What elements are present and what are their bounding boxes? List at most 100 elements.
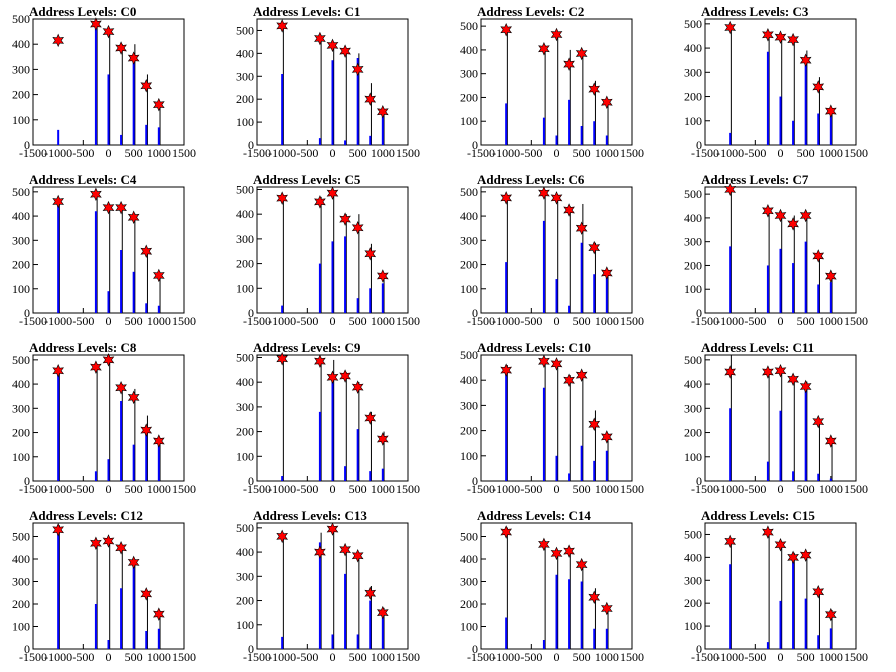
y-tick-label: 0 xyxy=(24,642,30,656)
x-tick-label: -500 xyxy=(296,146,318,160)
panel-title: Address Levels: C8 xyxy=(29,340,137,355)
x-tick-label: -1500 xyxy=(691,314,719,328)
panel-title: Address Levels: C2 xyxy=(477,4,584,19)
x-tick-label: 1500 xyxy=(844,314,868,328)
x-tick-label: -1500 xyxy=(467,482,495,496)
y-tick-label: 100 xyxy=(684,450,702,464)
panel-title: Address Levels: C12 xyxy=(29,508,143,523)
x-tick-label: 1000 xyxy=(147,146,171,160)
x-tick-label: 1000 xyxy=(371,146,395,160)
panel-3: Address Levels: C30100200300400500-1500-… xyxy=(684,4,868,160)
panel-8: Address Levels: C80100200300400500-1500-… xyxy=(12,340,196,496)
y-tick-label: 300 xyxy=(460,575,478,589)
y-tick-label: 0 xyxy=(472,642,478,656)
x-tick-label: 500 xyxy=(573,314,591,328)
y-tick-label: 100 xyxy=(12,113,30,127)
y-tick-label: 500 xyxy=(684,187,702,201)
star-marker xyxy=(762,365,774,379)
y-tick-label: 200 xyxy=(460,597,478,611)
star-marker xyxy=(787,217,799,231)
y-tick-label: 400 xyxy=(460,373,478,387)
y-tick-label: 200 xyxy=(236,92,254,106)
x-tick-label: 1000 xyxy=(371,650,395,664)
y-tick-label: 400 xyxy=(236,207,254,221)
y-tick-label: 200 xyxy=(12,88,30,102)
y-tick-label: 500 xyxy=(684,17,702,31)
x-tick-label: 500 xyxy=(797,314,815,328)
y-tick-label: 500 xyxy=(236,521,254,535)
panel-title: Address Levels: C15 xyxy=(701,508,815,523)
y-tick-label: 200 xyxy=(236,257,254,271)
star-marker xyxy=(90,17,102,31)
y-tick-label: 200 xyxy=(236,425,254,439)
panel-title: Address Levels: C1 xyxy=(253,4,360,19)
star-marker xyxy=(326,186,339,200)
star-marker xyxy=(588,417,601,432)
x-tick-label: 500 xyxy=(125,482,143,496)
star-marker xyxy=(152,607,165,621)
x-tick-label: 1500 xyxy=(396,650,420,664)
x-tick-label: -1500 xyxy=(243,146,271,160)
x-tick-label: 0 xyxy=(554,482,560,496)
y-tick-label: 200 xyxy=(684,90,702,104)
star-marker xyxy=(364,246,377,261)
x-tick-label: 0 xyxy=(330,650,336,664)
y-tick-label: 0 xyxy=(24,474,30,488)
x-tick-label: -1000 xyxy=(492,314,520,328)
x-tick-label: -1000 xyxy=(44,482,72,496)
panel-title: Address Levels: C0 xyxy=(29,4,136,19)
panel-4: Address Levels: C40100200300400500-1500-… xyxy=(12,172,196,328)
x-tick-label: 0 xyxy=(106,314,112,328)
x-tick-label: 500 xyxy=(349,482,367,496)
y-tick-label: 200 xyxy=(12,426,30,440)
y-tick-label: 100 xyxy=(236,115,254,129)
x-tick-label: -500 xyxy=(72,314,94,328)
star-marker xyxy=(824,434,837,448)
x-tick-label: -1500 xyxy=(19,482,47,496)
x-tick-label: -1000 xyxy=(492,482,520,496)
y-tick-label: 100 xyxy=(684,619,702,633)
y-tick-label: 400 xyxy=(12,209,30,223)
y-tick-label: 200 xyxy=(684,426,702,440)
x-tick-label: 500 xyxy=(573,146,591,160)
x-tick-label: -1000 xyxy=(716,314,744,328)
x-tick-label: 500 xyxy=(125,146,143,160)
star-marker xyxy=(550,191,563,205)
x-tick-label: -1000 xyxy=(44,146,72,160)
star-marker xyxy=(563,203,575,217)
y-tick-label: 300 xyxy=(460,233,478,247)
star-marker xyxy=(127,555,140,570)
panel-title: Address Levels: C11 xyxy=(701,340,814,355)
x-tick-label: 1000 xyxy=(147,314,171,328)
star-marker xyxy=(774,30,787,44)
x-tick-label: 1500 xyxy=(396,482,420,496)
y-tick-label: 400 xyxy=(236,46,254,60)
star-marker xyxy=(376,432,389,446)
x-tick-label: -1500 xyxy=(243,650,271,664)
star-marker xyxy=(500,525,513,539)
y-tick-label: 500 xyxy=(460,530,478,544)
star-marker xyxy=(787,32,799,47)
star-marker xyxy=(140,79,153,93)
y-tick-label: 100 xyxy=(12,620,30,634)
star-marker xyxy=(799,53,812,67)
y-tick-label: 400 xyxy=(684,550,702,564)
star-marker xyxy=(575,557,588,572)
star-marker xyxy=(339,542,351,557)
y-tick-label: 400 xyxy=(12,37,30,51)
panel-11: Address Levels: C11 0 100 200 300 400 500 -1500… xyxy=(684,340,868,496)
x-tick-label: 1500 xyxy=(620,146,644,160)
y-tick-label: 0 xyxy=(472,474,478,488)
star-marker xyxy=(550,27,563,42)
plot-frame xyxy=(256,522,409,650)
x-tick-label: 1000 xyxy=(371,482,395,496)
panel-12: Address Levels: C12 0 100 200 300 400 500 -1500… xyxy=(12,508,196,664)
y-tick-label: 300 xyxy=(12,233,30,247)
x-tick-label: -1000 xyxy=(268,482,296,496)
panel-10: Address Levels: C10 0 100 200 300 400 500 -1500… xyxy=(460,340,644,496)
panel-title: Address Levels: C7 xyxy=(701,172,809,187)
star-marker xyxy=(538,41,550,56)
y-tick-label: 100 xyxy=(460,282,478,296)
y-tick-label: 400 xyxy=(12,377,30,391)
x-tick-label: 1000 xyxy=(371,314,395,328)
